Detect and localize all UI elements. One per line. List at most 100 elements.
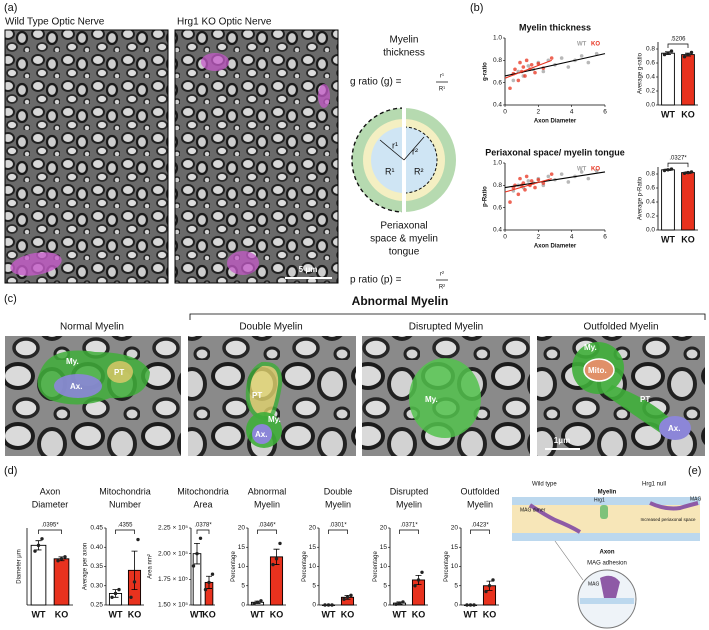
y-tick-label: 10	[238, 563, 246, 570]
y-tick-label: 1.0	[493, 160, 502, 167]
x-tick-label: KO	[55, 609, 69, 619]
chart-title: Area	[193, 499, 212, 509]
data-point	[669, 167, 674, 171]
image-title: Wild Type Optic Nerve	[5, 17, 105, 28]
data-point	[330, 603, 334, 607]
x-tick-label: KO	[681, 109, 695, 119]
scale-label: 1μm	[554, 436, 570, 445]
y-tick-label: 0.8	[646, 46, 655, 53]
y-axis-label: Average g-ratio	[638, 52, 644, 94]
data-point	[110, 595, 114, 599]
scatter-point	[579, 170, 584, 174]
scatter-point	[549, 172, 554, 176]
scatter-point	[516, 192, 521, 197]
significance-bracket	[328, 529, 348, 534]
data-point	[349, 593, 353, 598]
y-tick-label: 15	[451, 544, 459, 551]
y-tick-label: 0	[241, 602, 245, 609]
radius	[379, 139, 405, 161]
y-tick-label: 0	[383, 602, 387, 609]
y-tick-label: 0	[454, 602, 458, 609]
x-tick-label: 0	[503, 109, 507, 116]
y-axis-label: Average per axon	[82, 543, 88, 590]
y-tick-label: 0.2	[646, 88, 655, 95]
p-value: .0423*	[471, 523, 489, 529]
x-tick-label: 2	[537, 234, 541, 241]
y-tick-label: 10	[380, 563, 388, 570]
y-tick-label: 0.0	[646, 227, 655, 234]
y-tick-label: 0.6	[493, 204, 502, 211]
y-axis-label: g-ratio	[483, 62, 489, 81]
data-point	[113, 591, 118, 596]
scatter-point	[586, 60, 591, 65]
y-tick-label: 0.4	[493, 102, 502, 109]
scatter-point	[516, 78, 521, 83]
mag-protein	[528, 503, 582, 534]
p-value: .0301*	[329, 523, 347, 529]
scatter-point	[508, 200, 512, 204]
data-point	[207, 580, 211, 585]
y-tick-label: 0.6	[493, 79, 502, 86]
x-tick-label: WT	[32, 609, 46, 619]
y-tick-label: 0	[312, 602, 316, 609]
label: Ax.	[70, 382, 82, 391]
label: Ax.	[668, 424, 680, 433]
label: MAG	[588, 581, 600, 587]
diagram-title: tongue	[389, 247, 420, 258]
diagram-title: Periaxonal	[380, 221, 427, 232]
x-tick-label: 4	[570, 109, 574, 116]
axon-highlight	[201, 53, 229, 71]
label: Increased periaxonal space	[640, 517, 696, 522]
y-axis-label: Percentage	[231, 551, 237, 582]
chart-title: Double	[324, 486, 353, 496]
myelin-overlay	[604, 385, 672, 434]
data-point	[420, 570, 424, 574]
y-axis-label: Area nm²	[148, 554, 154, 579]
axon-overlay	[54, 374, 102, 398]
axon-highlight	[318, 84, 330, 108]
radius	[403, 136, 425, 161]
data-point	[491, 578, 495, 582]
y-axis-label: Percentage	[302, 551, 308, 582]
y-tick-label: 15	[309, 544, 317, 551]
data-point	[36, 543, 41, 548]
label: PT	[252, 391, 262, 400]
data-point	[59, 557, 64, 561]
scatter-point	[526, 64, 531, 68]
diagram-title: Myelin	[390, 35, 419, 46]
y-axis-label: Average p-Ratio	[638, 176, 644, 220]
x-tick-label: 6	[603, 234, 607, 241]
y-tick-label: 1.75 × 10⁵	[158, 576, 188, 583]
data-point	[468, 603, 473, 607]
chart-title: Abnormal	[248, 486, 287, 496]
data-point	[195, 551, 199, 556]
axon-highlight	[227, 251, 259, 275]
label: Wild type	[532, 482, 557, 488]
data-point	[662, 168, 667, 173]
chart-title: Outfolded	[460, 486, 499, 496]
y-tick-label: 10	[309, 563, 317, 570]
panel-label: (a)	[4, 2, 17, 14]
scatter-point	[546, 174, 551, 179]
chart-title: Myelin	[467, 499, 493, 509]
significance-bracket	[38, 529, 62, 534]
y-tick-label: 0.2	[646, 213, 655, 220]
symbol: R²	[414, 166, 424, 176]
section-header: Abnormal Myelin	[352, 294, 449, 308]
formula-part: R¹	[439, 87, 445, 93]
x-tick-label: KO	[681, 234, 695, 244]
data-point	[274, 557, 279, 561]
chart-title: Axon	[40, 486, 61, 496]
scatter-point	[518, 60, 522, 65]
chart-title: Mitochondria	[177, 486, 229, 496]
mag-protein	[649, 501, 699, 511]
y-axis-label: Diameter μm	[17, 549, 23, 583]
scatter-point	[549, 56, 554, 60]
data-point	[210, 572, 215, 576]
significance-bracket	[667, 162, 689, 168]
formula-part: r¹	[440, 74, 444, 80]
y-tick-label: 20	[451, 525, 459, 532]
y-tick-label: 0.4	[646, 74, 655, 81]
y-axis-label: Percentage	[444, 551, 450, 582]
